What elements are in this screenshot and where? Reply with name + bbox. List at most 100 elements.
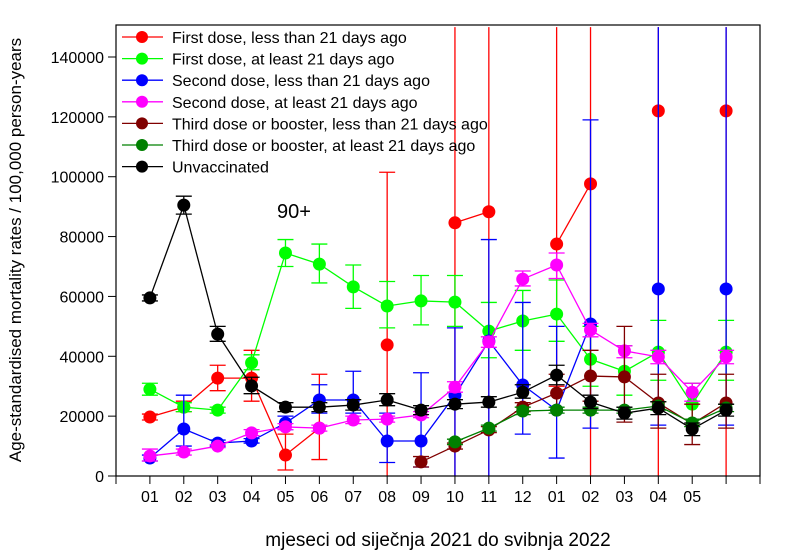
data-point (448, 380, 462, 394)
x-tick-label: 03 (616, 489, 634, 506)
series-line-segment (488, 340, 524, 386)
legend-label: First dose, at least 21 days ago (172, 52, 394, 69)
series-line-segment (556, 374, 591, 403)
data-point (312, 421, 326, 435)
x-tick-label: 06 (310, 489, 328, 506)
x-axis-label: mjeseci od siječnja 2021 do svibnja 2022 (265, 530, 610, 551)
data-point (651, 401, 665, 415)
data-point (143, 382, 157, 396)
data-point (278, 246, 292, 260)
data-point (380, 338, 394, 352)
series-line-segment (556, 183, 592, 245)
data-point (380, 299, 394, 313)
data-point (651, 350, 665, 364)
x-tick-label: 01 (548, 489, 566, 506)
y-tick-label: 60000 (60, 289, 105, 306)
data-point (177, 198, 191, 212)
y-tick-label: 20000 (60, 409, 105, 426)
legend-label: Unvaccinated (172, 160, 269, 177)
data-point (380, 412, 394, 426)
series-line-segment (556, 313, 592, 360)
series-line-segment (250, 252, 287, 364)
x-tick-label: 01 (141, 489, 159, 506)
data-point (516, 385, 530, 399)
data-point (414, 455, 428, 469)
data-point (482, 395, 496, 409)
x-tick-label: 10 (446, 489, 464, 506)
data-point (245, 356, 259, 370)
data-point (482, 205, 496, 219)
series-line-segment (183, 204, 219, 335)
data-point (584, 369, 598, 383)
data-point (516, 404, 530, 418)
data-point (177, 422, 191, 436)
data-point (414, 403, 428, 417)
data-point (550, 258, 564, 272)
data-point (211, 371, 225, 385)
series-line-segment (217, 333, 253, 387)
data-point (685, 385, 699, 399)
series-line-segment (285, 427, 320, 456)
data-point (448, 435, 462, 449)
x-tick-label: 05 (277, 489, 295, 506)
series-3 (141, 252, 735, 463)
y-tick-label: 40000 (60, 349, 105, 366)
data-point (211, 327, 225, 341)
series-line-segment (590, 329, 625, 352)
series-line-segment (624, 376, 659, 404)
data-point (448, 397, 462, 411)
series-line-segment (657, 356, 693, 393)
series-line-segment (488, 278, 524, 343)
data-point (380, 434, 394, 448)
legend-marker (136, 31, 148, 43)
data-point (245, 379, 259, 393)
legend-marker (136, 95, 148, 108)
data-point (719, 403, 733, 417)
data-point (550, 403, 564, 417)
plot-frame (115, 24, 761, 477)
data-point (685, 422, 699, 436)
data-point (245, 426, 259, 440)
data-point (550, 237, 564, 251)
data-point (211, 403, 225, 417)
data-point (584, 323, 598, 337)
data-point (550, 307, 564, 321)
data-point (143, 410, 157, 424)
x-tick-label: 09 (412, 489, 430, 506)
data-point (346, 413, 360, 427)
data-point (143, 449, 157, 463)
series-line-segment (454, 301, 490, 332)
legend: First dose, less than 21 days ago First d… (122, 30, 488, 177)
legend-label: Second dose, at least 21 days ago (172, 95, 418, 112)
legend-marker (136, 52, 148, 65)
data-point (312, 400, 326, 414)
series-4 (413, 325, 735, 469)
legend-label: Second dose, less than 21 days ago (172, 73, 430, 90)
data-point (482, 335, 496, 349)
data-point (719, 282, 733, 296)
y-tick-label: 100000 (51, 170, 104, 187)
series-line-segment (285, 399, 320, 424)
y-tick-label: 0 (95, 469, 104, 486)
data-point (211, 439, 225, 453)
series-line-segment (691, 351, 727, 405)
data-point (550, 368, 564, 382)
y-tick-label: 120000 (51, 110, 104, 127)
data-point (278, 420, 292, 434)
series-line-segment (657, 351, 693, 405)
plot-marks (141, 27, 735, 476)
x-axis: 01 02 03 04 05 06 07 08 09 10 11 12 01 02 03 04 05 (115, 476, 761, 506)
x-tick-label: 03 (209, 489, 227, 506)
x-tick-label: 08 (378, 489, 396, 506)
x-tick-label: 11 (481, 489, 498, 506)
legend-marker (136, 117, 148, 130)
x-tick-label: 02 (175, 489, 193, 506)
data-point (278, 448, 292, 462)
y-tick-label: 80000 (60, 230, 105, 247)
x-tick-label: 04 (649, 489, 667, 506)
legend-marker (136, 139, 148, 151)
x-tick-label: 02 (582, 489, 600, 506)
series-6 (141, 195, 735, 437)
data-point (550, 386, 564, 400)
